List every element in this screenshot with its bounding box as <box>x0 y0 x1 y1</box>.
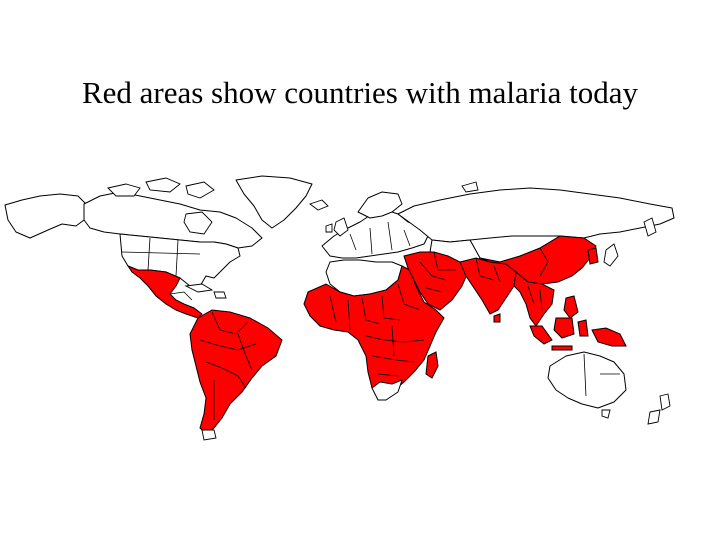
arctic-island-1 <box>107 183 141 197</box>
tasmania <box>601 409 611 419</box>
world-map <box>0 165 720 445</box>
china-region <box>479 235 597 285</box>
china <box>479 235 599 285</box>
iceland <box>309 199 329 211</box>
middle-east-region <box>403 251 469 311</box>
sri-lanka <box>493 313 501 323</box>
ireland <box>325 223 333 233</box>
southeast-asia <box>513 271 627 351</box>
java <box>551 345 573 351</box>
slide-title: Red areas show countries with malaria to… <box>81 75 639 110</box>
south-africa <box>371 379 403 401</box>
middle-east <box>403 251 469 311</box>
philippines <box>563 295 579 319</box>
alaska <box>4 193 87 239</box>
hudson-bay <box>183 211 213 235</box>
russia <box>397 187 675 243</box>
mexico-central-america <box>126 264 203 319</box>
madagascar <box>425 351 439 379</box>
north-america <box>4 175 313 319</box>
falkland-tierra <box>201 429 217 441</box>
novaya-zemlya <box>461 181 479 193</box>
borneo <box>553 317 575 339</box>
arctic-island-3 <box>185 181 215 199</box>
south-asia <box>459 257 517 323</box>
papua-new-guinea <box>591 327 627 347</box>
australia <box>547 351 627 409</box>
sumatra <box>529 325 553 345</box>
hispaniola <box>213 291 227 299</box>
southeast-asia-mainland <box>513 271 555 327</box>
cuba <box>184 283 214 293</box>
sub-saharan-africa <box>303 265 445 399</box>
canada <box>83 191 263 249</box>
south-america-landmass <box>189 309 283 435</box>
africa <box>303 259 445 401</box>
world-map-svg <box>4 175 675 441</box>
south-asia-region <box>459 257 517 315</box>
oceania <box>547 351 671 425</box>
japan <box>603 243 619 267</box>
south-america <box>189 309 283 441</box>
new-zealand-north <box>659 393 671 411</box>
scandinavia <box>357 191 403 219</box>
korea <box>587 247 599 265</box>
sulawesi <box>577 319 589 337</box>
kamchatka <box>643 217 657 237</box>
great-britain <box>333 217 349 237</box>
arctic-island-2 <box>145 177 181 193</box>
greenland <box>235 175 313 229</box>
europe <box>309 191 431 259</box>
new-zealand-south <box>647 409 661 425</box>
